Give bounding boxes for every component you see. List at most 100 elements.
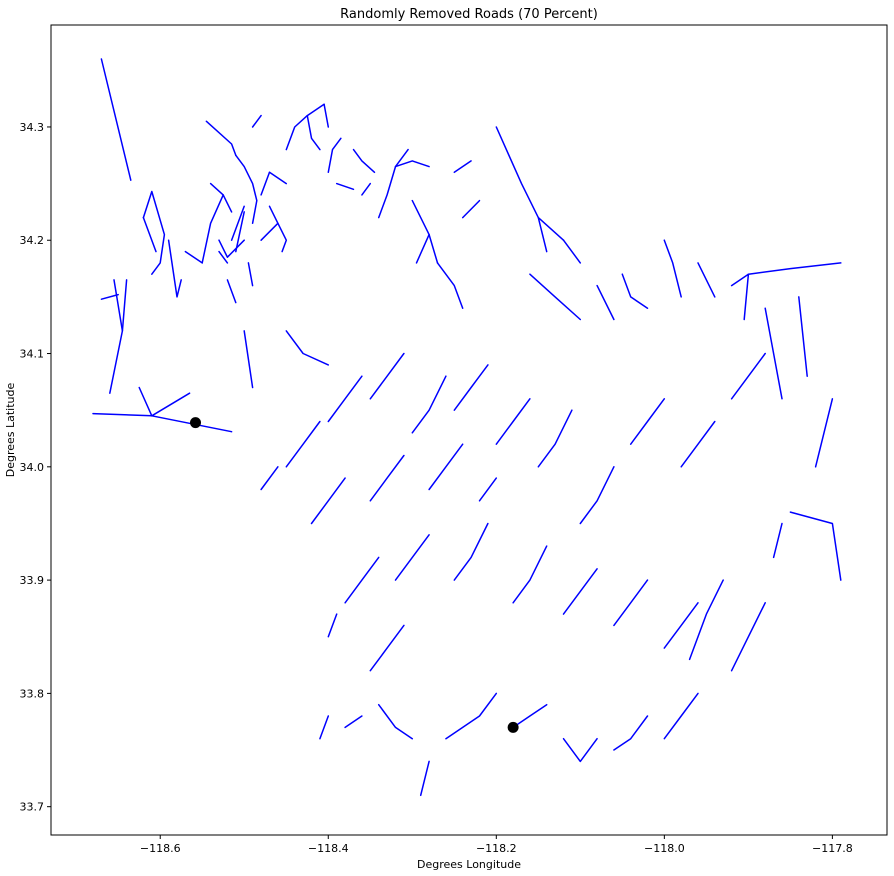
road-segment xyxy=(226,279,237,304)
y-tick-label: 33.9 xyxy=(20,574,45,587)
road-segment xyxy=(100,293,119,300)
x-tick-label: −118.6 xyxy=(140,842,181,855)
x-axis-ticks: −118.6 −118.4 −118.2 −118.0 −117.8 xyxy=(140,835,853,855)
plot-frame xyxy=(50,24,888,836)
road-segment xyxy=(436,262,464,309)
road-segment xyxy=(478,477,498,502)
road-segment xyxy=(764,307,783,400)
road-segment xyxy=(285,103,325,151)
road-segment xyxy=(613,579,649,627)
road-segment xyxy=(327,375,363,423)
road-segment xyxy=(369,352,405,400)
road-segment xyxy=(251,199,258,225)
road-segment xyxy=(142,216,157,253)
road-segment xyxy=(138,386,153,417)
y-tick-label: 33.7 xyxy=(20,801,45,814)
road-segment xyxy=(798,296,808,377)
road-segment xyxy=(411,199,439,264)
road-segment xyxy=(596,284,615,321)
road-segment xyxy=(730,262,842,287)
road-segment xyxy=(184,250,203,264)
road-segment xyxy=(663,239,682,298)
road-segment xyxy=(529,273,582,321)
road-segment xyxy=(495,126,565,241)
road-segment xyxy=(562,568,598,615)
road-segment xyxy=(167,239,182,298)
road-segment xyxy=(453,522,489,581)
road-segment xyxy=(361,182,372,196)
road-segment xyxy=(453,364,489,411)
road-segment xyxy=(260,171,271,196)
road-segment xyxy=(109,279,128,394)
road-segment xyxy=(663,602,699,649)
y-tick-label: 33.8 xyxy=(20,687,45,700)
road-segment xyxy=(100,58,132,181)
road-segment xyxy=(344,715,363,729)
road-segment xyxy=(394,160,430,168)
road-segment xyxy=(260,466,279,491)
road-segment xyxy=(730,602,766,672)
road-segment xyxy=(205,120,237,157)
road-segment xyxy=(680,420,716,468)
road-segment xyxy=(344,556,380,604)
road-segment xyxy=(537,216,548,253)
road-segments xyxy=(92,58,842,797)
road-segment xyxy=(235,211,245,253)
road-segment xyxy=(495,398,531,445)
road-segment xyxy=(142,190,166,275)
road-segment xyxy=(327,137,342,174)
road-segment xyxy=(445,692,498,740)
road-segment xyxy=(310,477,346,525)
y-tick-label: 34.1 xyxy=(20,348,45,361)
road-segment xyxy=(243,330,254,389)
road-segment xyxy=(688,579,724,661)
road-segment xyxy=(377,148,409,219)
road-segment xyxy=(335,182,355,191)
road-segment xyxy=(327,613,338,638)
chart-title: Randomly Removed Roads (70 Percent) xyxy=(340,7,598,22)
road-segment xyxy=(235,154,258,202)
road-segment xyxy=(697,262,716,298)
y-tick-label: 34.0 xyxy=(20,461,45,474)
road-segment xyxy=(789,511,842,581)
road-segment xyxy=(201,194,233,264)
x-axis-label: Degrees Longitude xyxy=(417,858,521,871)
road-segment xyxy=(411,375,447,434)
location-marker xyxy=(190,417,201,429)
road-segment xyxy=(419,760,430,797)
road-segment xyxy=(306,114,321,151)
road-segment xyxy=(323,103,330,128)
road-segment xyxy=(743,273,750,321)
road-segment xyxy=(285,330,330,366)
road-segment xyxy=(512,703,548,729)
y-tick-label: 34.3 xyxy=(20,121,45,134)
road-segment xyxy=(428,443,464,491)
y-tick-label: 34.2 xyxy=(20,234,45,247)
road-segment xyxy=(613,715,649,751)
x-tick-label: −117.8 xyxy=(812,842,853,855)
road-segment xyxy=(277,222,288,253)
road-segment xyxy=(730,352,766,400)
road-segment xyxy=(772,522,783,559)
road-segment xyxy=(151,392,191,417)
road-segment xyxy=(218,250,229,264)
x-tick-label: −118.0 xyxy=(644,842,685,855)
road-segment xyxy=(369,454,405,502)
road-segment xyxy=(369,624,405,672)
road-segment xyxy=(621,273,649,309)
road-segment xyxy=(453,160,472,174)
road-segment xyxy=(629,398,666,445)
location-markers xyxy=(190,417,519,733)
road-segment xyxy=(415,233,430,264)
road-segment xyxy=(663,692,699,740)
road-segment xyxy=(562,737,598,763)
road-segment xyxy=(251,114,262,128)
y-axis-ticks: 33.7 33.8 33.9 34.0 34.1 34.2 34.3 xyxy=(20,121,51,814)
x-tick-label: −118.4 xyxy=(308,842,349,855)
road-segment xyxy=(285,420,321,468)
road-segment xyxy=(230,205,245,241)
road-segment xyxy=(537,409,573,468)
road-segment xyxy=(394,534,430,581)
y-axis-label: Degrees Latitude xyxy=(4,383,17,478)
